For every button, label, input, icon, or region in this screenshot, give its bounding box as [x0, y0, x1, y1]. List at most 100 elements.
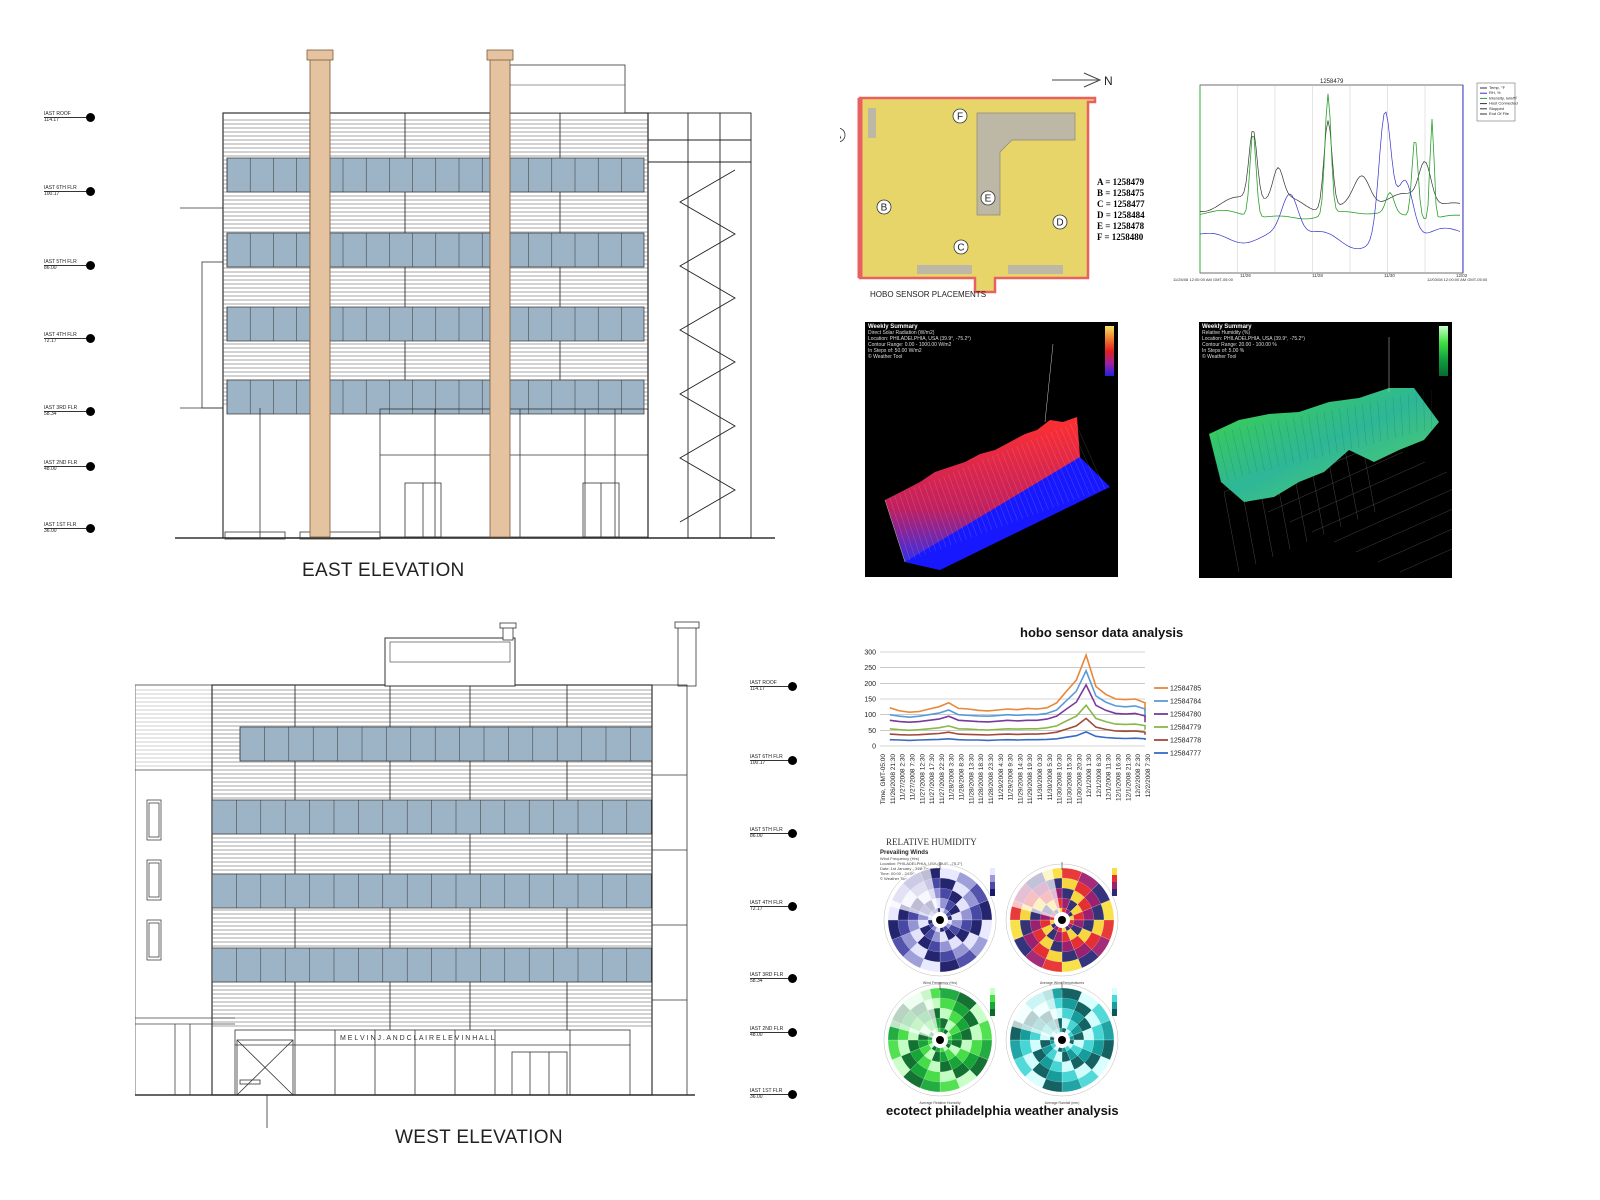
hobo-x-tick: 11/27/2008 17:30: [929, 754, 936, 805]
level-value: 58.34: [750, 978, 763, 984]
hobo-x-tick: 11/28/2008 18:30: [978, 754, 985, 805]
wind-analysis: RELATIVE HUMIDITY Prevailing Winds Wind …: [870, 835, 1210, 1125]
level-value: 36.00: [750, 1094, 763, 1100]
humidity-color-scale: [1439, 326, 1448, 376]
hobo-x-tick: 12/2/2008 2:30: [1135, 754, 1142, 798]
hobo-x-tick: 11/27/2008 7:30: [909, 754, 916, 801]
level-label: IAST 4TH FLR 72.17: [750, 900, 783, 912]
hobo-y-tick: 150: [864, 697, 876, 704]
level-label: IAST 2ND FLR 48.00: [44, 460, 77, 472]
level-label: IAST 1ST FLR 36.00: [750, 1088, 782, 1100]
level-label: IAST 3RD FLR 58.34: [750, 972, 783, 984]
wind-rose: Average Rainfall (mm): [1005, 982, 1119, 1105]
humidity-subtitle: Relative Humidity (%): [1202, 330, 1251, 336]
wind-rose-label: Average Relative Humidity: [919, 1101, 960, 1105]
hobo-x-tick: 11/28/2008 23:30: [988, 754, 995, 805]
radiation-info-3: © Weather Tool: [868, 354, 903, 360]
level-value: 48.00: [750, 1032, 763, 1038]
hobo-x-tick: 11/29/2008 9:30: [1008, 754, 1015, 801]
humidity-info-0: Location: PHILADELPHIA, USA (39.9°, -75.…: [1202, 336, 1305, 342]
level-name: IAST 5TH FLR: [44, 259, 77, 265]
weekly-summary-humidity: Weekly Summary Relative Humidity (%) Loc…: [1199, 322, 1452, 578]
wind-rose: Average Wind Temperatures: [1005, 862, 1119, 985]
sensor-key-item: A = 1258479: [1097, 177, 1145, 187]
level-value: 86.00: [750, 833, 763, 839]
west-sign-text: M E L V I N J . A N D C L A I R E L E V …: [340, 1035, 495, 1042]
level-value: 100.17: [750, 760, 766, 766]
sensor-chart-legend-item: End Of File: [1489, 111, 1510, 116]
level-target-icon: [788, 1028, 797, 1037]
level-label: IAST 5TH FLR 86.00: [750, 827, 783, 839]
hobo-x-tick: 11/28/2008 3:30: [949, 754, 956, 801]
humidity-info-2: In Steps of: 5.00 %: [1202, 348, 1245, 354]
level-name: IAST 3RD FLR: [750, 972, 784, 978]
level-value: 100.17: [44, 191, 60, 197]
level-line: [750, 1032, 788, 1033]
sensor-marker-f: F: [952, 108, 968, 124]
level-line: [44, 191, 86, 192]
hobo-series-12584777: [889, 731, 1146, 742]
hobo-x-tick: Time, GMT-05:00: [880, 754, 887, 805]
series-rh: [1199, 111, 1461, 250]
series-light: [1199, 93, 1461, 220]
hobo-x-tick: 11/26/2008 21:30: [890, 754, 897, 805]
level-name: IAST 4TH FLR: [44, 332, 77, 338]
level-value: 114.17: [750, 686, 765, 692]
sensor-chart-title: 1258479: [1320, 79, 1344, 85]
sensor-chart-x-label: 12/02: [1456, 273, 1468, 278]
level-value: 72.17: [750, 906, 763, 912]
level-line: [44, 411, 86, 412]
sensor-key-item: C = 1258477: [1097, 199, 1145, 209]
level-value: 58.34: [44, 411, 57, 417]
sensor-chart-x-label: 11/28: [1312, 273, 1323, 278]
level-name: IAST 1ST FLR: [44, 522, 77, 528]
sensor-marker-e: E: [980, 190, 996, 206]
radiation-info-0: Location: PHILADELPHIA, USA (39.9°, -75.…: [868, 336, 971, 342]
level-line: [750, 760, 788, 761]
level-name: IAST 2ND FLR: [750, 1026, 784, 1032]
hobo-legend-label: 12584780: [1170, 712, 1201, 719]
hobo-x-tick: 12/1/2008 16:30: [1116, 754, 1123, 801]
winds-info-1: Date: 1st January - 31st December: [880, 866, 943, 871]
level-label: IAST 4TH FLR 72.17: [44, 332, 77, 344]
level-target-icon: [788, 829, 797, 838]
level-target-icon: [788, 1090, 797, 1099]
sensor-floor-plan: A B C D E F N: [840, 72, 1113, 294]
hobo-line-chart: 0 50 100 150 200 250 300 Time, GMT-05:00 11/26/…: [864, 650, 1201, 805]
level-target-icon: [86, 524, 95, 533]
level-line: [750, 906, 788, 907]
winds-title: Prevailing Winds: [880, 850, 929, 856]
hobo-y-tick: 50: [868, 728, 876, 735]
hobo-x-tick: 11/29/2008 19:30: [1027, 754, 1034, 805]
level-label: IAST 5TH FLR 86.00: [44, 259, 77, 271]
sensor-chart-x-label: 11/30: [1384, 273, 1395, 278]
hobo-x-tick: 12/1/2008 6:30: [1096, 754, 1103, 798]
winds-info-2: Time: 00:00 - 24:00: [880, 871, 915, 876]
hobo-x-tick: 11/27/2008 12:30: [919, 754, 926, 805]
level-target-icon: [86, 113, 95, 122]
hobo-x-tick: 11/30/2008 15:30: [1066, 754, 1073, 805]
west-elevation: IAST ROOF 114.17 IAST 6TH FLR 100.17 IAST 5T…: [0, 600, 840, 1200]
hobo-series-12584785: [889, 652, 1146, 714]
sensor-chart-legend-item: Temp, °F: [1489, 85, 1506, 90]
humidity-info-1: Contour Range: 20.00 - 100.00 %: [1202, 342, 1277, 348]
level-target-icon: [86, 334, 95, 343]
hobo-legend-label: 12584778: [1170, 738, 1201, 745]
west-elevation-drawing: M E L V I N J . A N D C L A I R E L E V …: [135, 621, 700, 1128]
hobo-x-tick: 12/1/2008 1:30: [1086, 754, 1093, 798]
east-elevation-caption: EAST ELEVATION: [302, 560, 465, 581]
sensor-key-item: E = 1258478: [1097, 221, 1145, 231]
hobo-x-tick: 11/30/2008 0:30: [1037, 754, 1044, 801]
wind-rose-scale: [990, 988, 995, 1016]
svg-text:B: B: [881, 203, 888, 214]
level-label: IAST 1ST FLR 36.00: [44, 522, 76, 534]
radiation-title: Weekly Summary: [868, 324, 918, 330]
level-target-icon: [86, 261, 95, 270]
svg-text:D: D: [1056, 218, 1063, 229]
level-label: IAST 6TH FLR 100.17: [750, 754, 783, 766]
sensor-chart-legend-item: Intensity, lum/ft²: [1489, 95, 1518, 100]
wind-rose-scale: [1112, 868, 1117, 896]
sensor-key-item: F = 1258480: [1097, 232, 1144, 242]
hobo-x-tick: 11/30/2008 5:30: [1047, 754, 1054, 801]
